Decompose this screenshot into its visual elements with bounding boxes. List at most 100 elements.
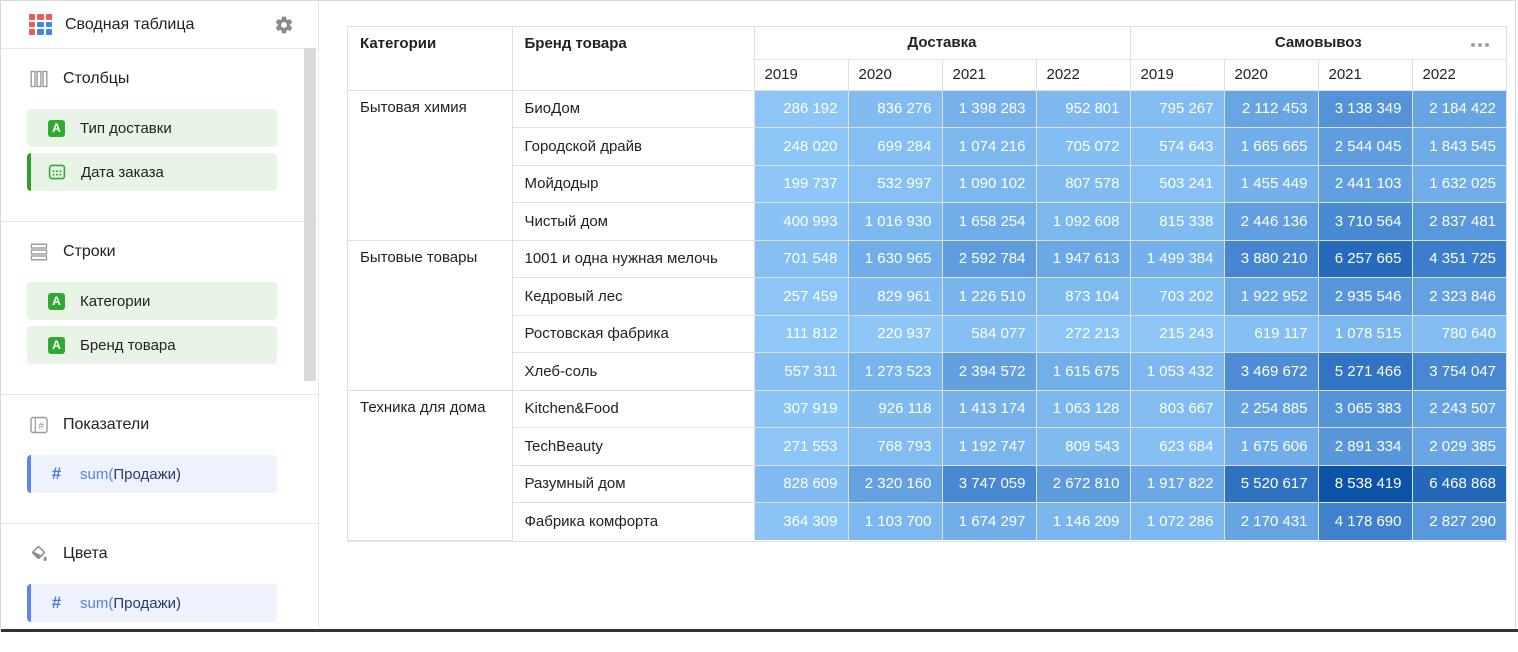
category-cell: Бытовая химия (348, 89, 513, 241)
year-header[interactable]: 2019 (1129, 58, 1225, 91)
field-color-stripe (27, 153, 31, 191)
section-measures-label: Показатели (63, 416, 150, 433)
year-header[interactable]: 2021 (941, 58, 1037, 91)
value-cell: 1 016 930 (847, 202, 943, 241)
value-cell: 1 675 606 (1223, 427, 1319, 466)
app-window: Сводная таблица Столбцы A Тип доставки (0, 0, 1518, 632)
field-color-stripe (27, 584, 31, 622)
sidebar-header: Сводная таблица (1, 1, 318, 49)
field-pill-delivery-type[interactable]: A Тип доставки (27, 109, 277, 147)
field-pill-brand[interactable]: A Бренд товара (27, 326, 277, 364)
year-header[interactable]: 2020 (1223, 58, 1319, 91)
value-cell: 2 446 136 (1223, 202, 1319, 241)
brand-cell: Ростовская фабрика (512, 314, 755, 353)
sidebar-scrollbar[interactable] (304, 48, 316, 381)
header-group-pickup[interactable]: Самовывоз (1129, 27, 1507, 60)
field-color-stripe (27, 455, 31, 493)
brand-cell: Кедровый лес (512, 277, 755, 316)
sidebar: Сводная таблица Столбцы A Тип доставки (1, 1, 319, 632)
pivot-table-icon (29, 14, 52, 35)
paint-bucket-icon (29, 544, 49, 564)
year-header[interactable]: 2020 (847, 58, 943, 91)
year-header[interactable]: 2022 (1411, 58, 1507, 91)
table-row: Ростовская фабрика 111 812 220 937 584 077 2… (348, 314, 1507, 353)
gear-icon[interactable] (274, 15, 294, 35)
year-header[interactable]: 2021 (1317, 58, 1413, 91)
value-cell: 1 146 209 (1035, 502, 1131, 540)
header-brand[interactable]: Бренд товара (511, 27, 755, 91)
brand-cell: Kitchen&Food (511, 389, 755, 428)
value-cell: 272 213 (1035, 314, 1131, 353)
value-cell: 829 961 (847, 277, 943, 316)
value-cell: 1 658 254 (941, 202, 1037, 241)
value-cell: 703 202 (1129, 277, 1225, 316)
value-cell: 705 072 (1035, 127, 1131, 166)
value-cell: 2 170 431 (1223, 502, 1319, 540)
value-cell: 503 241 (1129, 164, 1225, 203)
field-label: Категории (80, 292, 151, 310)
field-label: sum(Продажи) (80, 465, 181, 483)
value-cell: 248 020 (753, 127, 849, 166)
value-cell: 3 065 383 (1317, 389, 1413, 428)
field-label: Дата заказа (81, 163, 164, 181)
svg-text:#: # (38, 420, 44, 432)
value-cell: 1 398 283 (941, 89, 1037, 128)
value-cell: 111 812 (753, 314, 849, 353)
value-cell: 1 273 523 (847, 352, 943, 391)
measures-icon: # (29, 415, 49, 435)
chart-type-title: Сводная таблица (65, 15, 195, 33)
value-cell: 1 674 297 (941, 502, 1037, 540)
value-cell: 1 090 102 (941, 164, 1037, 203)
header-categories[interactable]: Категории (348, 27, 513, 91)
table-row: Бытовая химия БиоДом 286 192 836 276 1 398 2… (348, 89, 1507, 241)
brand-cell: Чистый дом (512, 202, 755, 241)
field-pill-categories[interactable]: A Категории (27, 282, 277, 320)
field-pill-order-date[interactable]: Дата заказа (27, 153, 277, 191)
year-header[interactable]: 2019 (754, 58, 849, 91)
value-cell: 2 320 160 (847, 464, 943, 503)
value-cell: 926 118 (847, 389, 943, 428)
value-cell: 400 993 (753, 202, 849, 241)
table-row: Разумный дом 828 609 2 320 160 3 747 059 2 6… (348, 464, 1507, 503)
section-measures: # Показатели # sum(Продажи) (1, 395, 318, 524)
value-cell: 307 919 (753, 389, 849, 428)
value-cell: 215 243 (1129, 314, 1225, 353)
value-cell: 584 077 (941, 314, 1037, 353)
years-row: 2019 2020 2021 2022 2019 2020 2021 2022 (348, 58, 1507, 91)
brand-cell: Мойдодыр (512, 164, 755, 203)
field-label: sum(Продажи) (80, 594, 181, 612)
value-cell: 557 311 (753, 352, 849, 391)
value-cell: 574 643 (1129, 127, 1225, 166)
value-cell: 1 665 665 (1223, 127, 1319, 166)
dimension-text-icon: A (48, 336, 65, 354)
value-cell: 2 243 507 (1411, 389, 1507, 428)
value-cell: 2 029 385 (1411, 427, 1507, 466)
year-header[interactable]: 2022 (1035, 58, 1131, 91)
field-pill-sum-sales[interactable]: # sum(Продажи) (27, 455, 277, 493)
table-row: Хлеб-соль 557 311 1 273 523 2 394 572 1 615 … (348, 352, 1507, 391)
table-row: Кедровый лес 257 459 829 961 1 226 510 873 1… (348, 277, 1507, 316)
value-cell: 2 254 885 (1223, 389, 1319, 428)
table-row: Мойдодыр 199 737 532 997 1 090 102 807 578 50… (348, 164, 1507, 203)
value-cell: 1 917 822 (1129, 464, 1225, 503)
header-group-delivery[interactable]: Доставка (753, 27, 1131, 60)
table-menu-ellipsis-icon[interactable] (1467, 39, 1493, 51)
group-header-row: Категории Бренд товара Доставка Самовыво… (348, 27, 1507, 91)
section-columns: Столбцы A Тип доставки Дата заказа (1, 49, 318, 222)
value-cell: 3 747 059 (941, 464, 1037, 503)
value-cell: 701 548 (753, 239, 849, 278)
section-rows-label: Строки (63, 243, 116, 260)
value-cell: 5 520 617 (1223, 464, 1319, 503)
value-cell: 1 078 515 (1317, 314, 1413, 353)
value-cell: 3 710 564 (1317, 202, 1413, 241)
value-cell: 364 309 (753, 502, 849, 540)
value-cell: 257 459 (753, 277, 849, 316)
value-cell: 1 843 545 (1411, 127, 1507, 166)
value-cell: 1 615 675 (1035, 352, 1131, 391)
field-pill-sum-sales-color[interactable]: # sum(Продажи) (27, 584, 277, 622)
value-cell: 2 323 846 (1411, 277, 1507, 316)
value-cell: 836 276 (847, 89, 943, 128)
brand-cell: БиоДом (511, 89, 755, 128)
value-cell: 6 468 868 (1411, 464, 1507, 503)
value-cell: 1 103 700 (847, 502, 943, 540)
